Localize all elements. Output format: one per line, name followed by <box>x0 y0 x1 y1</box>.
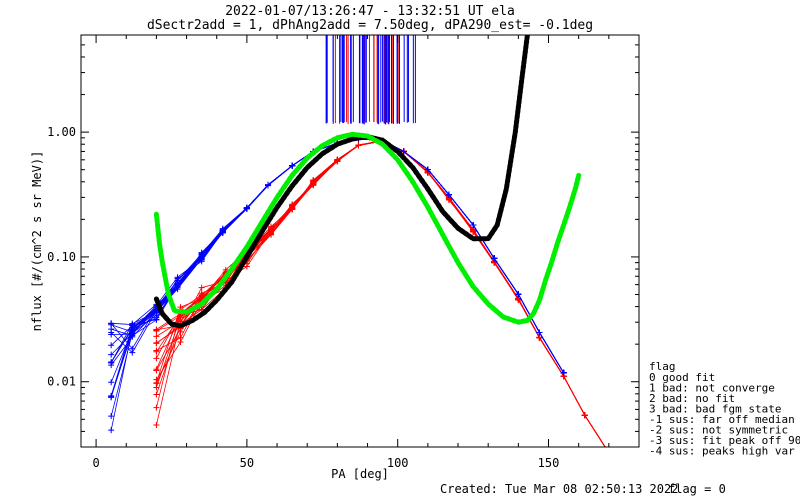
plot-area <box>108 35 606 447</box>
data-point <box>174 275 181 282</box>
data-point <box>153 316 160 323</box>
flag-legend-entry: -3 sus: fit peak off 90 <box>649 434 800 447</box>
data-point <box>198 250 205 257</box>
flag-legend: flag 0 good fit 1 bad: not converge 2 ba… <box>649 360 800 458</box>
y-axis-label: nflux [#/(cm^2 s sr MeV)] <box>30 151 44 332</box>
data-point <box>153 347 160 354</box>
data-point <box>153 384 160 391</box>
x-axis: 0 50 100 150 <box>92 35 610 470</box>
data-point <box>153 376 160 383</box>
data-point <box>108 326 115 333</box>
flag-legend-entry: -1 sus: far off median <box>649 413 795 426</box>
data-point <box>536 329 543 336</box>
data-point <box>515 291 522 298</box>
data-point <box>355 142 362 149</box>
chart-title: 2022-01-07/13:26:47 - 13:32:51 UT ela <box>225 4 515 19</box>
data-point <box>153 404 160 411</box>
data-point <box>265 181 272 188</box>
data-point <box>268 226 275 233</box>
data-point <box>310 177 317 184</box>
data-point <box>129 321 136 328</box>
data-point <box>470 228 477 235</box>
data-point <box>108 320 115 327</box>
flag-legend-entry: 2 bad: no fit <box>649 392 735 405</box>
footer-created: Created: Tue Mar 08 02:50:13 2022 <box>440 482 678 496</box>
data-point <box>108 413 115 420</box>
footer-flag: flag = 0 <box>668 482 726 496</box>
data-point <box>400 148 407 155</box>
vertical-markers <box>325 35 416 125</box>
y-tick-label: 0.10 <box>47 250 76 264</box>
data-point <box>153 355 160 362</box>
data-point <box>219 228 226 235</box>
data-point <box>129 345 136 352</box>
data-point <box>108 379 115 386</box>
data-point <box>424 166 431 173</box>
fit-curve-1 <box>153 131 582 325</box>
x-tick-label: 100 <box>387 456 409 470</box>
data-point <box>334 156 341 163</box>
flag-legend-entry: -2 sus: not symmetric <box>649 424 788 437</box>
fit-curve-0 <box>153 35 530 329</box>
data-point <box>289 206 296 213</box>
data-point <box>198 290 205 297</box>
data-point <box>491 255 498 262</box>
data-point <box>243 205 250 212</box>
x-tick-label: 50 <box>240 456 254 470</box>
data-point <box>108 393 115 400</box>
data-point <box>177 339 184 346</box>
chart-subtitle: dSectr2add = 1, dPhAng2add = 7.50deg, dP… <box>147 18 593 33</box>
y-axis: 0.01 0.10 1.00 <box>47 34 639 448</box>
plot-frame <box>80 34 640 448</box>
flag-legend-entry: 1 bad: not converge <box>649 382 775 395</box>
data-point <box>198 255 205 262</box>
data-point <box>560 369 567 376</box>
data-point <box>198 284 205 291</box>
data-point <box>153 422 160 429</box>
flag-legend-entry: 3 bad: bad fgm state <box>649 403 781 416</box>
x-tick-label: 0 <box>92 456 99 470</box>
data-point <box>153 333 160 340</box>
data-point <box>153 367 160 374</box>
x-tick-label: 150 <box>538 456 560 470</box>
data-point <box>153 340 160 347</box>
data-point <box>153 391 160 398</box>
data-point <box>445 191 452 198</box>
flag-legend-entry: 0 good fit <box>649 371 715 384</box>
flag-legend-title: flag <box>649 360 676 373</box>
flag-legend-entry: -4 sus: peaks high var <box>649 445 795 458</box>
x-axis-label: PA [deg] <box>331 467 389 481</box>
fit-curve-line <box>153 131 582 325</box>
data-point <box>470 221 477 228</box>
data-point <box>108 331 115 338</box>
y-tick-label: 0.01 <box>47 375 76 389</box>
data-point <box>289 162 296 169</box>
data-point <box>174 284 181 291</box>
data-point <box>581 412 588 419</box>
plot-layer <box>108 35 606 447</box>
data-point <box>108 342 115 349</box>
data-point <box>108 359 115 366</box>
data-point <box>108 351 115 358</box>
fit-curve-line <box>153 35 530 329</box>
data-point <box>536 335 543 342</box>
y-tick-label: 1.00 <box>47 125 76 139</box>
data-point <box>129 328 136 335</box>
data-point <box>108 427 115 434</box>
data-point <box>153 328 160 334</box>
